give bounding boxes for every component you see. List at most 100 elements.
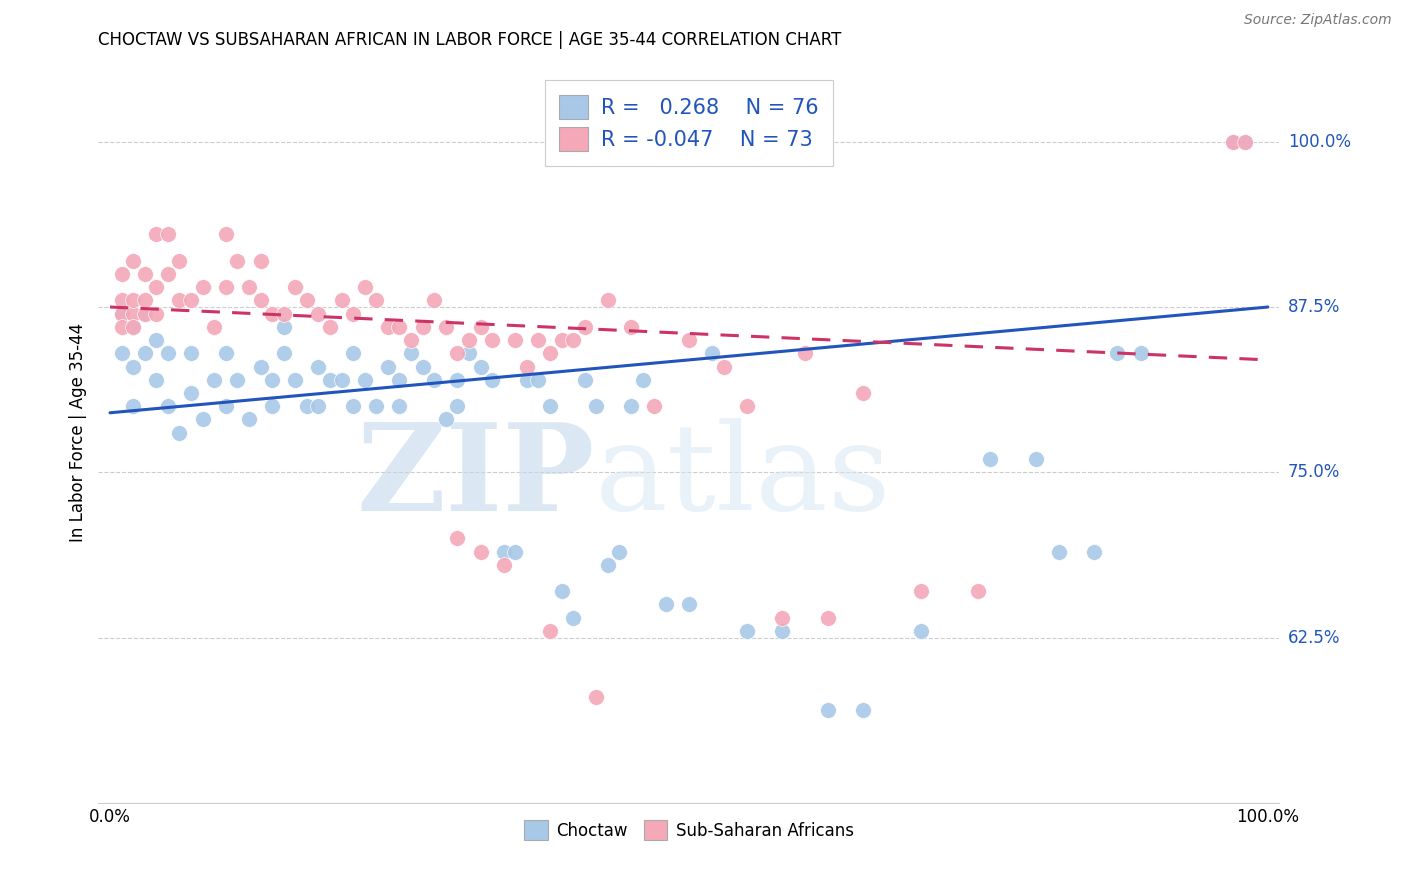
Point (562, 333, 585, 347)
Point (273, 346, 295, 360)
Point (262, 399, 284, 413)
Point (1049, 544, 1071, 558)
Point (169, 293, 191, 308)
Point (412, 359, 434, 374)
Point (470, 359, 492, 374)
Point (273, 307, 295, 321)
Text: ZIP: ZIP (356, 418, 595, 536)
Point (284, 280, 307, 294)
Point (446, 346, 468, 360)
Point (249, 359, 271, 374)
Point (342, 307, 364, 321)
Point (226, 253, 249, 268)
Point (307, 399, 329, 413)
Point (388, 319, 411, 334)
Point (122, 293, 145, 308)
Point (215, 346, 238, 360)
Text: atlas: atlas (595, 418, 891, 535)
Point (817, 703, 839, 717)
Point (156, 346, 179, 360)
Point (620, 319, 643, 334)
Point (156, 227, 179, 242)
Point (770, 624, 793, 638)
Point (110, 319, 132, 334)
Point (910, 624, 932, 638)
Point (307, 359, 329, 374)
Point (169, 425, 191, 440)
Point (134, 307, 156, 321)
Point (550, 584, 572, 599)
Point (458, 346, 481, 360)
Point (377, 319, 399, 334)
Legend: Choctaw, Sub-Saharan Africans: Choctaw, Sub-Saharan Africans (517, 814, 860, 847)
Text: 75.0%: 75.0% (1288, 463, 1340, 482)
Point (307, 307, 329, 321)
Point (215, 399, 238, 413)
Point (1233, 135, 1256, 149)
Point (122, 307, 145, 321)
Point (238, 412, 260, 426)
Point (979, 452, 1001, 467)
Point (470, 319, 492, 334)
Point (1222, 135, 1244, 149)
Point (191, 280, 214, 294)
Point (122, 359, 145, 374)
Point (330, 373, 353, 387)
Point (215, 280, 238, 294)
Point (295, 293, 318, 308)
Point (967, 584, 990, 599)
Point (156, 267, 179, 281)
Point (202, 319, 225, 334)
Point (492, 558, 515, 572)
Point (423, 293, 446, 308)
Point (249, 293, 271, 308)
Point (631, 373, 654, 387)
Point (503, 333, 526, 347)
Point (446, 373, 468, 387)
Text: Source: ZipAtlas.com: Source: ZipAtlas.com (1244, 13, 1392, 28)
Point (434, 319, 457, 334)
Point (226, 373, 249, 387)
Point (643, 399, 665, 413)
Point (516, 373, 538, 387)
Point (492, 544, 515, 558)
Point (1233, 135, 1256, 149)
Point (574, 319, 596, 334)
Point (342, 399, 364, 413)
Point (609, 544, 631, 558)
Text: 100.0%: 100.0% (1288, 133, 1351, 151)
Point (145, 333, 167, 347)
Point (1025, 452, 1047, 467)
Point (458, 333, 481, 347)
Point (655, 598, 678, 612)
Point (273, 319, 295, 334)
Point (262, 373, 284, 387)
Point (596, 558, 619, 572)
Y-axis label: In Labor Force | Age 35-44: In Labor Force | Age 35-44 (69, 323, 87, 542)
Point (180, 386, 202, 401)
Point (180, 293, 202, 308)
Point (156, 399, 179, 413)
Point (377, 359, 399, 374)
Point (122, 319, 145, 334)
Point (134, 307, 156, 321)
Point (134, 293, 156, 308)
Point (110, 346, 132, 360)
Point (446, 532, 468, 546)
Point (388, 373, 411, 387)
Point (678, 333, 700, 347)
Text: 87.5%: 87.5% (1288, 298, 1340, 316)
Point (145, 280, 167, 294)
Point (249, 253, 271, 268)
Point (145, 307, 167, 321)
Point (202, 373, 225, 387)
Point (852, 386, 875, 401)
Point (527, 333, 550, 347)
Point (423, 373, 446, 387)
Point (1129, 346, 1152, 360)
Point (574, 373, 596, 387)
Point (134, 346, 156, 360)
Point (527, 373, 550, 387)
Point (295, 399, 318, 413)
Point (122, 399, 145, 413)
